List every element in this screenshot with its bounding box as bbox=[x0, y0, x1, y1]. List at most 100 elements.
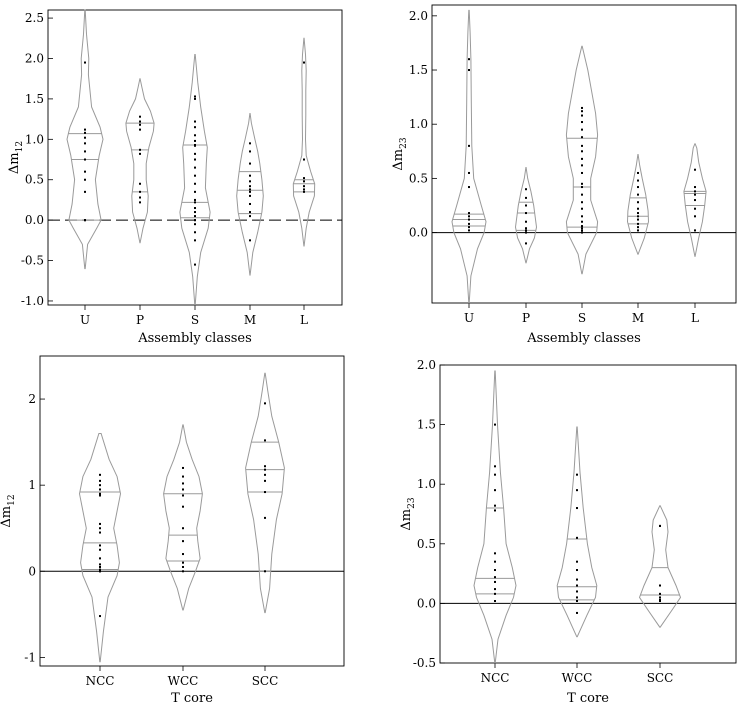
data-point bbox=[182, 553, 184, 556]
data-point bbox=[182, 475, 184, 478]
y-tick-label: 1.5 bbox=[25, 92, 44, 106]
data-point bbox=[494, 504, 496, 507]
data-point bbox=[182, 488, 184, 491]
violin-M bbox=[236, 113, 264, 276]
data-point bbox=[194, 263, 196, 266]
data-point bbox=[84, 178, 86, 181]
data-point bbox=[581, 182, 583, 185]
x-tick-label: L bbox=[300, 313, 308, 327]
data-point bbox=[99, 473, 101, 476]
data-point bbox=[303, 180, 305, 183]
data-point bbox=[194, 134, 196, 137]
data-point bbox=[84, 128, 86, 131]
data-point bbox=[264, 479, 266, 482]
data-point bbox=[494, 600, 496, 603]
data-point bbox=[99, 548, 101, 551]
y-tick-label: 2.0 bbox=[417, 358, 436, 372]
data-point bbox=[194, 95, 196, 98]
data-point bbox=[99, 527, 101, 530]
data-point bbox=[139, 196, 141, 199]
data-point bbox=[194, 143, 196, 146]
violin-P bbox=[514, 167, 538, 264]
data-point bbox=[581, 207, 583, 210]
data-point bbox=[264, 465, 266, 468]
data-point bbox=[525, 227, 527, 230]
data-point bbox=[581, 229, 583, 232]
data-point bbox=[303, 190, 305, 193]
data-point bbox=[194, 223, 196, 226]
data-point bbox=[494, 552, 496, 555]
data-point bbox=[139, 152, 141, 155]
data-point bbox=[99, 488, 101, 491]
data-point bbox=[581, 144, 583, 147]
data-point bbox=[637, 226, 639, 229]
data-point bbox=[525, 229, 527, 232]
data-point bbox=[576, 560, 578, 563]
data-point bbox=[182, 570, 184, 573]
violin-M bbox=[626, 154, 650, 255]
data-point bbox=[637, 218, 639, 221]
data-point bbox=[84, 190, 86, 193]
data-point bbox=[694, 186, 696, 189]
x-tick-label: U bbox=[464, 311, 474, 325]
x-axis-label: Assembly classes bbox=[137, 331, 252, 346]
data-point bbox=[99, 492, 101, 495]
x-axis-label: T core bbox=[171, 691, 213, 706]
data-point bbox=[525, 188, 527, 191]
data-point bbox=[581, 225, 583, 228]
data-point bbox=[694, 229, 696, 232]
violin-S bbox=[565, 45, 599, 275]
data-point bbox=[264, 439, 266, 442]
data-point bbox=[84, 219, 86, 222]
data-point bbox=[525, 220, 527, 223]
violin-panel-2: 0.0 0.5 1.0 1.5 2.0 Δm23 Assembly classes U P S M L bbox=[391, 4, 737, 346]
x-tick-label: M bbox=[632, 311, 644, 325]
data-point bbox=[249, 162, 251, 165]
data-point bbox=[264, 516, 266, 519]
data-point bbox=[576, 569, 578, 572]
plot-frame bbox=[439, 364, 737, 664]
y-tick-label: 1.5 bbox=[417, 418, 436, 432]
data-point bbox=[99, 494, 101, 497]
data-point bbox=[581, 110, 583, 113]
plot-frame bbox=[39, 355, 345, 667]
data-point bbox=[468, 69, 470, 72]
data-point bbox=[637, 207, 639, 210]
data-point bbox=[637, 212, 639, 215]
data-point bbox=[659, 524, 661, 527]
data-point bbox=[694, 215, 696, 218]
data-point bbox=[139, 148, 141, 151]
violin-outline bbox=[179, 54, 211, 306]
data-point bbox=[182, 494, 184, 497]
data-point bbox=[468, 229, 470, 232]
data-point bbox=[194, 190, 196, 193]
data-point bbox=[694, 168, 696, 171]
y-tick-label: 2.0 bbox=[409, 9, 428, 23]
y-axis-label: Δm23 bbox=[399, 497, 417, 530]
y-axis-label: Δm12 bbox=[0, 494, 17, 527]
data-point bbox=[659, 596, 661, 599]
data-point bbox=[194, 215, 196, 218]
data-point bbox=[182, 540, 184, 543]
data-point bbox=[84, 136, 86, 139]
data-point bbox=[494, 423, 496, 426]
data-point bbox=[581, 227, 583, 230]
data-point bbox=[303, 185, 305, 188]
y-tick-label: 2.5 bbox=[25, 11, 44, 25]
data-point bbox=[194, 182, 196, 185]
data-point bbox=[659, 592, 661, 595]
violin-NCC bbox=[78, 433, 122, 663]
violin-outline bbox=[292, 37, 316, 247]
data-point bbox=[182, 482, 184, 485]
x-tick-label: NCC bbox=[86, 674, 115, 688]
violin-SCC bbox=[245, 372, 285, 614]
y-tick-label: 2.0 bbox=[25, 51, 44, 65]
data-point bbox=[99, 570, 101, 573]
y-tick-label: 0.0 bbox=[25, 213, 44, 227]
data-point bbox=[581, 164, 583, 167]
data-point bbox=[494, 569, 496, 572]
y-tick-label: 0.0 bbox=[417, 596, 436, 610]
data-point bbox=[194, 231, 196, 234]
data-point bbox=[182, 505, 184, 508]
